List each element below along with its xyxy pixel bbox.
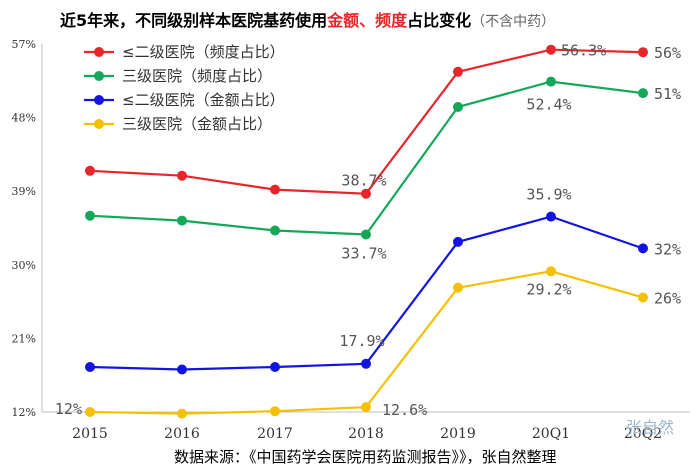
data-point xyxy=(270,406,280,417)
x-tick-label: 2019 xyxy=(440,426,476,442)
data-point xyxy=(546,44,556,55)
data-label: 12.6% xyxy=(382,401,427,419)
data-point xyxy=(453,282,463,293)
data-point xyxy=(177,408,187,419)
data-point xyxy=(177,170,187,181)
data-label: 26% xyxy=(654,290,681,308)
data-point xyxy=(546,211,556,222)
x-tick-label: 20Q2 xyxy=(624,426,662,442)
legend-item: 三级医院（频度占比） xyxy=(84,67,272,85)
data-label: 38.7% xyxy=(341,172,386,190)
series-1 xyxy=(85,76,648,240)
data-point xyxy=(453,236,463,247)
series-2 xyxy=(85,211,648,375)
x-tick-label: 20Q1 xyxy=(532,426,570,442)
data-point xyxy=(638,47,648,58)
x-tick-label: 2015 xyxy=(72,426,108,442)
title-part3: 占比变化 xyxy=(407,11,471,30)
data-point xyxy=(453,66,463,77)
data-label: 29.2% xyxy=(526,280,571,298)
series-0 xyxy=(85,44,648,199)
data-point xyxy=(85,210,95,221)
source-note: 数据来源：《中国药学会医院用药监测报告》》，张自然整理 xyxy=(174,448,557,466)
data-point xyxy=(638,88,648,99)
data-point xyxy=(453,102,463,112)
chart-title: 近5年来，不同级别样本医院基药使用金额、频度占比变化（不含中药） xyxy=(60,11,555,30)
title-note: （不含中药） xyxy=(471,14,555,30)
legend-swatch-marker xyxy=(94,95,104,105)
series-layer xyxy=(85,44,648,419)
x-tick-label: 2017 xyxy=(257,426,293,442)
legend-item: 三级医院（金额占比） xyxy=(84,115,272,133)
data-label: 51% xyxy=(654,85,681,103)
data-point xyxy=(638,292,648,303)
data-point xyxy=(270,362,280,372)
data-point xyxy=(85,362,95,372)
data-point xyxy=(85,407,95,417)
data-point xyxy=(638,243,648,254)
data-label: 52.4% xyxy=(526,96,571,114)
data-label: 35.9% xyxy=(526,186,571,204)
data-point xyxy=(177,215,187,226)
legend-label: 三级医院（频度占比） xyxy=(122,67,272,85)
title-highlight: 金额、频度 xyxy=(326,11,408,30)
legend-item: ≤二级医院（频度占比） xyxy=(84,43,285,61)
data-label: 12% xyxy=(55,400,82,418)
legend-label: ≤二级医院（频度占比） xyxy=(122,43,285,61)
watermark: 张自然 xyxy=(626,418,674,437)
y-tick-label: 48% xyxy=(12,112,36,125)
x-tick-label: 2016 xyxy=(164,426,200,442)
annotation-layer: 38.7% 56.3% 56% 33.7% 52.4% 51% 17.9% 35.9% 32% 1… xyxy=(55,42,681,419)
legend-item: ≤二级医院（金额占比） xyxy=(84,91,285,109)
legend: ≤二级医院（频度占比） 三级医院（频度占比） ≤二级医院（金额占比） 三级医院（金额占… xyxy=(84,43,285,133)
legend-swatch-marker xyxy=(94,47,104,57)
data-point xyxy=(361,188,371,199)
x-tick-label: 2018 xyxy=(348,426,384,442)
data-point xyxy=(177,364,187,375)
data-label: 56.3% xyxy=(561,42,606,60)
y-tick-label: 39% xyxy=(12,185,36,198)
data-point xyxy=(361,402,371,413)
legend-swatch-marker xyxy=(94,71,104,81)
data-point xyxy=(546,266,556,277)
y-tick-label: 21% xyxy=(12,332,36,345)
data-point xyxy=(270,225,280,236)
legend-label: ≤二级医院（金额占比） xyxy=(122,91,285,109)
legend-swatch-marker xyxy=(94,119,104,129)
data-point xyxy=(361,229,371,240)
data-label: 56% xyxy=(654,44,681,62)
series-3 xyxy=(85,266,648,419)
y-tick-label: 30% xyxy=(12,259,36,272)
title-part1: 近5年来，不同级别样本医院基药使用 xyxy=(60,11,327,30)
data-point xyxy=(85,165,95,176)
data-point xyxy=(361,358,371,369)
axes: 57% 48% 39% 30% 21% 12% 2015 2016 2017 2018 2019 20… xyxy=(12,38,690,442)
y-tick-label: 57% xyxy=(12,38,36,51)
data-point xyxy=(546,76,556,87)
svg-text:近5年来，不同级别样本医院基药使用金额、频度占比变化（不含中: 近5年来，不同级别样本医院基药使用金额、频度占比变化（不含中药） xyxy=(60,11,555,30)
data-label: 33.7% xyxy=(341,245,386,263)
data-point xyxy=(270,184,280,195)
legend-label: 三级医院（金额占比） xyxy=(122,115,272,133)
data-label: 17.9% xyxy=(339,332,384,350)
y-tick-label: 12% xyxy=(12,406,36,419)
data-label: 32% xyxy=(654,240,681,258)
